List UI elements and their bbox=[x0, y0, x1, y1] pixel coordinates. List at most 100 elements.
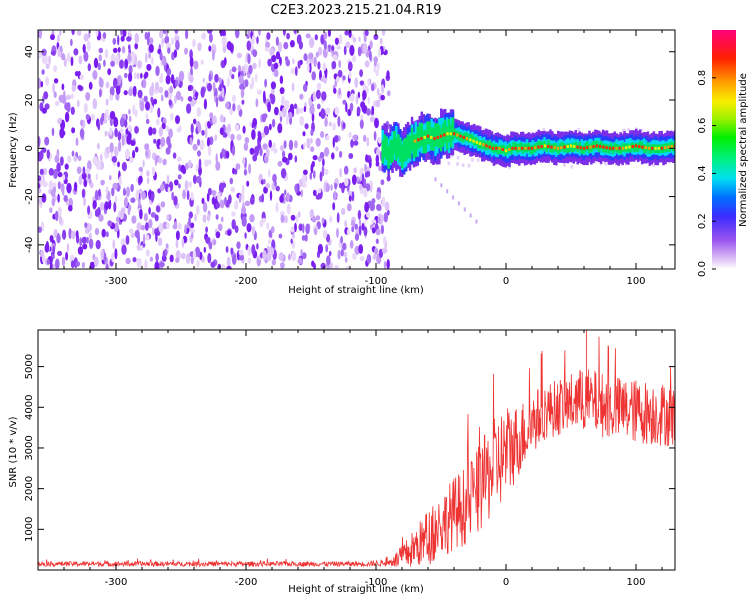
heatmap-cell bbox=[273, 148, 278, 154]
heatmap-cell bbox=[212, 81, 216, 92]
heatmap-track-cell bbox=[529, 145, 533, 155]
heatmap-cell bbox=[249, 196, 255, 205]
heatmap-cell bbox=[134, 109, 138, 118]
x-tick-label: -100 bbox=[365, 577, 388, 588]
heatmap-cell bbox=[103, 59, 106, 67]
heatmap-cell bbox=[324, 68, 328, 79]
heatmap-cell bbox=[290, 238, 293, 244]
spectrogram-x-axis: -300 -200 -100 0 100 bbox=[37, 30, 663, 287]
heatmap-cell bbox=[197, 123, 202, 133]
heatmap-cell bbox=[139, 245, 144, 251]
heatmap-cell bbox=[204, 127, 208, 139]
heatmap-cell bbox=[159, 261, 165, 268]
heatmap-cell bbox=[79, 74, 84, 81]
heatmap-cell bbox=[159, 30, 164, 39]
heatmap-cell bbox=[218, 96, 224, 102]
heatmap-track-peak bbox=[459, 134, 462, 138]
heatmap-cell bbox=[130, 232, 135, 238]
heatmap-track-peak bbox=[654, 146, 657, 150]
heatmap-cell bbox=[51, 197, 56, 207]
y-tick-label: -20 bbox=[24, 188, 35, 204]
heatmap-cell bbox=[358, 244, 364, 254]
heatmap-cell bbox=[157, 188, 162, 194]
heatmap-track-cell bbox=[570, 143, 574, 153]
heatmap-cell bbox=[268, 123, 272, 131]
heatmap-cell bbox=[256, 89, 262, 95]
heatmap-cell bbox=[375, 99, 381, 108]
heatmap-cell bbox=[283, 140, 287, 149]
heatmap-cell bbox=[53, 65, 57, 73]
heatmap-cell bbox=[80, 119, 84, 127]
heatmap-cell bbox=[95, 173, 99, 181]
heatmap-cell bbox=[284, 56, 289, 62]
y-tick-label: 40 bbox=[24, 45, 35, 58]
heatmap-cell bbox=[284, 100, 290, 109]
heatmap-cell bbox=[368, 159, 372, 169]
heatmap-cell bbox=[315, 194, 321, 200]
heatmap-cell bbox=[75, 261, 80, 267]
heatmap-cell bbox=[71, 150, 75, 157]
heatmap-cell bbox=[234, 225, 239, 233]
heatmap-track-cell bbox=[584, 142, 587, 152]
heatmap-cell bbox=[299, 115, 305, 126]
heatmap-cell bbox=[271, 88, 275, 95]
heatmap-track-cell bbox=[564, 144, 568, 153]
heatmap-track-cell bbox=[574, 141, 577, 151]
heatmap-cell bbox=[215, 202, 220, 209]
heatmap-cell bbox=[173, 49, 178, 58]
heatmap-cell bbox=[126, 186, 130, 197]
heatmap-cell bbox=[298, 107, 304, 114]
colorbar-tick-label: 0.2 bbox=[697, 213, 708, 229]
heatmap-cell bbox=[359, 119, 364, 129]
heatmap-cell bbox=[317, 61, 321, 70]
heatmap-cell bbox=[297, 257, 303, 265]
heatmap-track-peak bbox=[433, 137, 436, 141]
heatmap-cell bbox=[57, 193, 60, 203]
x-tick-label: -200 bbox=[235, 577, 258, 588]
heatmap-cell bbox=[383, 261, 387, 269]
heatmap-cell bbox=[50, 188, 56, 198]
y-tick-label: 4000 bbox=[24, 395, 35, 420]
heatmap-cell bbox=[166, 42, 172, 50]
heatmap-cell bbox=[52, 245, 55, 256]
heatmap-cell bbox=[367, 96, 371, 105]
heatmap-cell bbox=[180, 96, 184, 102]
heatmap-cell bbox=[189, 137, 193, 146]
heatmap-cell bbox=[220, 264, 226, 269]
heatmap-cell bbox=[58, 206, 62, 217]
heatmap-cell bbox=[346, 203, 352, 212]
heatmap-cell bbox=[150, 96, 154, 103]
heatmap-cell bbox=[97, 62, 101, 71]
y-tick-label: 20 bbox=[24, 94, 35, 107]
heatmap-cell bbox=[85, 168, 90, 175]
heatmap-cell bbox=[53, 228, 58, 238]
heatmap-cell bbox=[305, 223, 310, 235]
heatmap-cell bbox=[219, 199, 225, 209]
heatmap-cell bbox=[212, 115, 217, 125]
heatmap-cell bbox=[378, 248, 384, 258]
heatmap-cell bbox=[99, 153, 103, 162]
heatmap-cell bbox=[178, 164, 182, 172]
heatmap-cell bbox=[321, 165, 325, 177]
heatmap-cell bbox=[66, 94, 71, 100]
heatmap-cell bbox=[140, 224, 146, 231]
heatmap-cell bbox=[364, 30, 369, 36]
heatmap-cell bbox=[190, 191, 194, 201]
heatmap-cell bbox=[344, 220, 348, 228]
heatmap-cell bbox=[97, 121, 101, 131]
heatmap-track-peak bbox=[504, 149, 508, 153]
heatmap-cell bbox=[206, 192, 210, 202]
heatmap-cell bbox=[41, 69, 45, 75]
heatmap-cell bbox=[270, 226, 275, 234]
heatmap-track-cell bbox=[385, 137, 388, 161]
heatmap-cell bbox=[332, 54, 338, 61]
heatmap-cell bbox=[282, 156, 288, 163]
heatmap-cell bbox=[263, 186, 268, 194]
heatmap-cell bbox=[40, 81, 44, 88]
heatmap-cell bbox=[378, 165, 383, 172]
heatmap-cell bbox=[151, 166, 155, 177]
heatmap-cell bbox=[263, 125, 270, 136]
heatmap-cell bbox=[44, 136, 50, 146]
heatmap-cell bbox=[122, 30, 127, 37]
snr-x-label: Height of straight line (km) bbox=[288, 584, 424, 595]
